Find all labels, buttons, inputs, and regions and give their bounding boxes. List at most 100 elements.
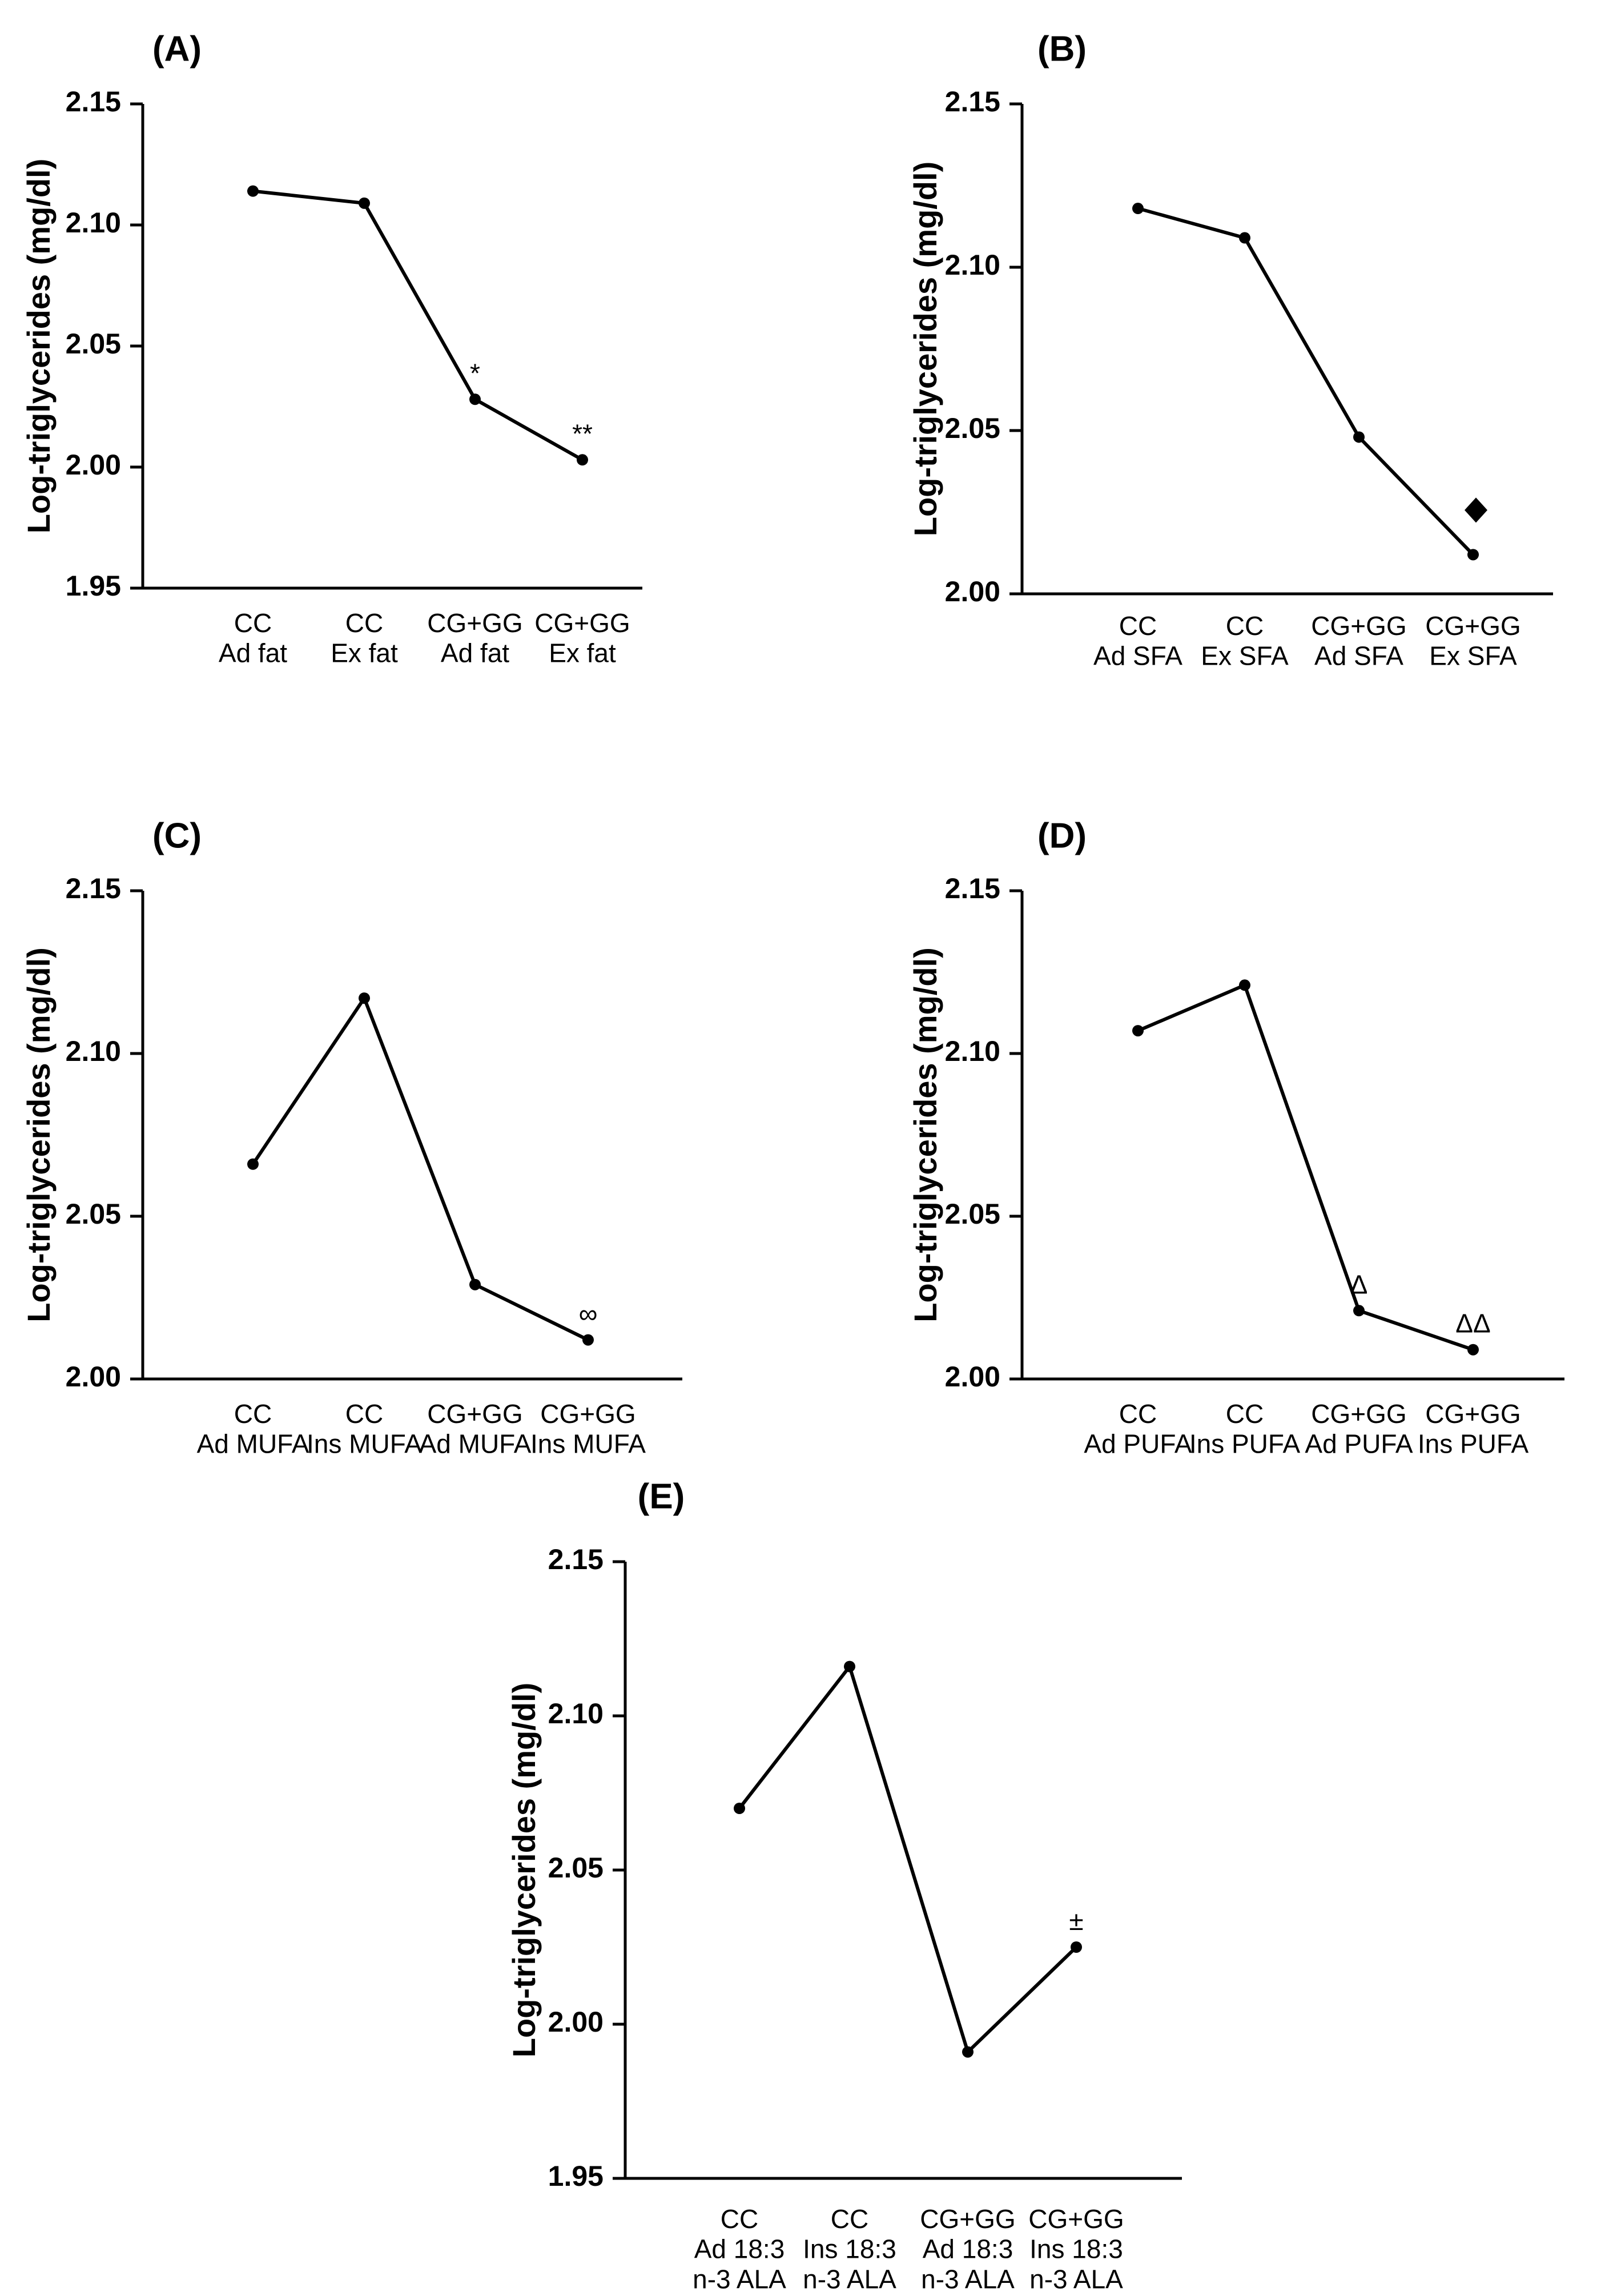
data-point	[469, 393, 481, 405]
x-tick-label: CC Ad 18:3 n-3 ALA	[693, 2204, 786, 2294]
panel-label: (B)	[1037, 29, 1087, 69]
x-tick-label-line: CG+GG	[1425, 1399, 1521, 1429]
x-tick-label-line: Ex fat	[331, 638, 398, 668]
x-tick-label-line: Ins 18:3	[803, 2234, 896, 2264]
y-axis-label: Log-triglycerides (mg/dl)	[21, 159, 57, 534]
x-tick-label-line: Ins PUFA	[1189, 1429, 1301, 1459]
y-tick-label: 2.00	[548, 2006, 604, 2038]
x-tick-label-line: n-3 ALA	[803, 2265, 896, 2294]
x-tick-label-line: CC	[1226, 611, 1264, 641]
x-tick-label: CC Ins MUFA	[307, 1399, 422, 1459]
y-tick-label: 2.15	[945, 872, 1000, 904]
significance-annotation: Δ	[1350, 1269, 1368, 1299]
panel-label: (D)	[1037, 816, 1087, 855]
x-tick-label: CG+GG Ins 18:3 n-3 ALA	[1028, 2204, 1124, 2294]
x-tick-label: CG+GG Ad PUFA	[1305, 1399, 1413, 1459]
x-tick-label-line: CC	[345, 608, 383, 638]
data-point	[844, 1660, 855, 1672]
significance-annotation: *	[470, 358, 480, 388]
x-tick-label-line: CG+GG	[1028, 2204, 1124, 2234]
panel-b: (B) Log-triglycerides (mg/dl) 2.00 2.05 2.10…	[907, 29, 1553, 671]
x-tick-label: CC Ad MUFA	[197, 1399, 309, 1459]
y-tick-label: 2.10	[66, 1035, 121, 1067]
data-point	[359, 992, 370, 1004]
data-point	[582, 1334, 594, 1346]
y-axis-label: Log-triglycerides (mg/dl)	[21, 947, 57, 1322]
data-point	[577, 454, 588, 466]
panel-c: (C) Log-triglycerides (mg/dl) 2.00 2.05 2.10…	[21, 816, 682, 1459]
x-tick-label-line: CC	[1226, 1399, 1264, 1429]
x-tick-label-line: Ins MUFA	[307, 1429, 422, 1459]
x-tick-label-line: Ad 18:3	[694, 2234, 785, 2264]
x-tick-label-line: Ad SFA	[1093, 641, 1182, 671]
x-tick-label: CG+GG Ad 18:3 n-3 ALA	[920, 2204, 1015, 2294]
panel-label: (C)	[152, 816, 202, 855]
series-line	[252, 189, 584, 461]
x-tick-label: CG+GG Ex fat	[534, 608, 630, 668]
x-tick-label-line: Ad fat	[219, 638, 287, 668]
x-tick-label: CC Ins PUFA	[1189, 1399, 1301, 1459]
x-tick-label-line: Ex SFA	[1429, 641, 1517, 671]
x-tick-label-line: CG+GG	[427, 1399, 522, 1429]
y-axis-label: Log-triglycerides (mg/dl)	[907, 947, 943, 1322]
data-point	[1467, 549, 1479, 561]
y-tick-label: 2.10	[945, 249, 1000, 281]
panel-label: (E)	[638, 1477, 685, 1516]
x-tick-label: CC Ex fat	[331, 608, 398, 668]
data-point	[469, 1278, 481, 1290]
x-tick-label: CC Ad PUFA	[1084, 1399, 1192, 1459]
significance-annotation: ΔΔ	[1455, 1309, 1490, 1338]
series-line	[1137, 983, 1474, 1352]
diamond-significance-marker	[1465, 497, 1487, 523]
data-point	[247, 1158, 259, 1170]
significance-annotation: ±	[1069, 1906, 1083, 1936]
y-tick-label: 2.00	[945, 576, 1000, 608]
y-tick-label: 2.15	[66, 86, 121, 118]
x-tick-label-line: CC	[234, 608, 272, 638]
y-tick-label: 2.05	[66, 328, 121, 360]
data-point	[1239, 232, 1250, 244]
x-tick-label-line: Ad SFA	[1314, 641, 1403, 671]
x-tick-label: CC Ex SFA	[1201, 611, 1289, 671]
x-tick-label-line: n-3 ALA	[693, 2265, 786, 2294]
x-tick-label-line: Ex fat	[549, 638, 616, 668]
x-tick-label-line: n-3 ALA	[921, 2265, 1015, 2294]
x-tick-label-line: CC	[345, 1399, 383, 1429]
data-point	[734, 1803, 745, 1814]
x-tick-label: CC Ad fat	[219, 608, 287, 668]
y-axis-label: Log-triglycerides (mg/dl)	[506, 1683, 542, 2058]
x-tick-label-line: Ad MUFA	[197, 1429, 309, 1459]
y-tick-label: 2.15	[945, 86, 1000, 118]
data-point	[1071, 1941, 1082, 1953]
data-point	[359, 197, 370, 209]
data-point	[1467, 1344, 1479, 1356]
y-tick-label: 2.10	[548, 1698, 604, 1730]
x-tick-label-line: Ins MUFA	[530, 1429, 646, 1459]
x-tick-label-line: CG+GG	[540, 1399, 635, 1429]
x-tick-label-line: CG+GG	[1311, 1399, 1406, 1429]
data-point	[1132, 203, 1144, 215]
x-tick-label-line: Ins 18:3	[1029, 2234, 1123, 2264]
y-axis-label: Log-triglycerides (mg/dl)	[907, 162, 943, 537]
significance-annotation: ∞	[579, 1299, 598, 1329]
x-tick-label-line: n-3 ALA	[1029, 2265, 1123, 2294]
y-tick-label: 2.05	[66, 1198, 121, 1230]
x-tick-label: CG+GG Ad fat	[427, 608, 522, 668]
x-tick-label-line: Ad 18:3	[923, 2234, 1013, 2264]
x-tick-label-line: CG+GG	[1425, 611, 1521, 641]
y-tick-label: 2.05	[945, 1198, 1000, 1230]
y-tick-label: 2.00	[945, 1361, 1000, 1393]
x-tick-label-line: Ex SFA	[1201, 641, 1289, 671]
x-tick-label: CC Ins 18:3 n-3 ALA	[803, 2204, 896, 2294]
x-tick-label-line: CG+GG	[427, 608, 522, 638]
x-tick-label-line: Ad fat	[441, 638, 509, 668]
data-point	[1239, 979, 1250, 991]
x-tick-label-line: CC	[1119, 1399, 1157, 1429]
data-point	[1132, 1025, 1144, 1037]
x-tick-label: CC Ad SFA	[1093, 611, 1182, 671]
x-tick-label-line: CG+GG	[920, 2204, 1015, 2234]
panel-d: (D) Log-triglycerides (mg/dl) 2.00 2.05 2.10…	[907, 816, 1564, 1459]
data-point	[1353, 1305, 1365, 1317]
x-tick-label-line: CC	[1119, 611, 1157, 641]
